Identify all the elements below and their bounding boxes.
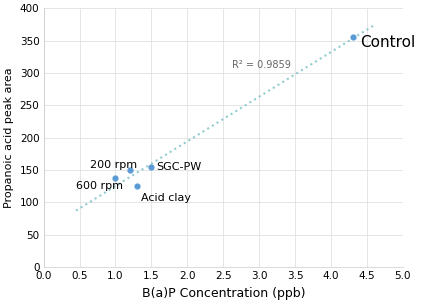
Text: 600 rpm: 600 rpm — [76, 181, 123, 191]
Point — [134, 184, 140, 188]
Point — [148, 164, 155, 169]
Text: 200 rpm: 200 rpm — [91, 160, 137, 170]
Point — [126, 168, 133, 172]
Y-axis label: Propanoic acid peak area: Propanoic acid peak area — [4, 67, 14, 208]
Text: Acid clay: Acid clay — [140, 193, 191, 203]
Point — [349, 35, 356, 40]
Text: R² = 0.9859: R² = 0.9859 — [232, 60, 291, 70]
Text: Control: Control — [360, 35, 415, 50]
Point — [112, 175, 119, 180]
X-axis label: B(a)P Concentration (ppb): B(a)P Concentration (ppb) — [142, 287, 305, 300]
Text: SGC-PW: SGC-PW — [157, 162, 202, 172]
